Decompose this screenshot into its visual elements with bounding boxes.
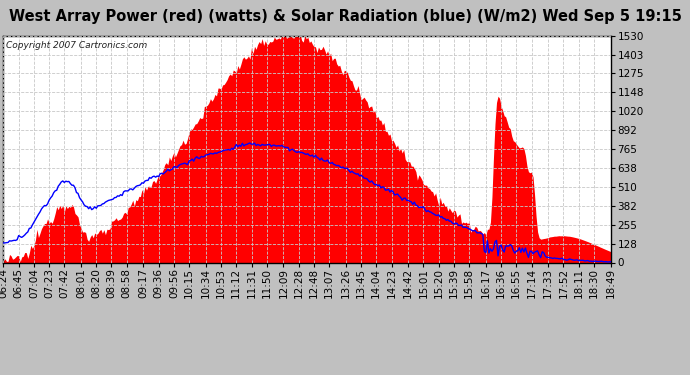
Text: Copyright 2007 Cartronics.com: Copyright 2007 Cartronics.com — [6, 41, 148, 50]
Text: West Array Power (red) (watts) & Solar Radiation (blue) (W/m2) Wed Sep 5 19:15: West Array Power (red) (watts) & Solar R… — [8, 9, 682, 24]
